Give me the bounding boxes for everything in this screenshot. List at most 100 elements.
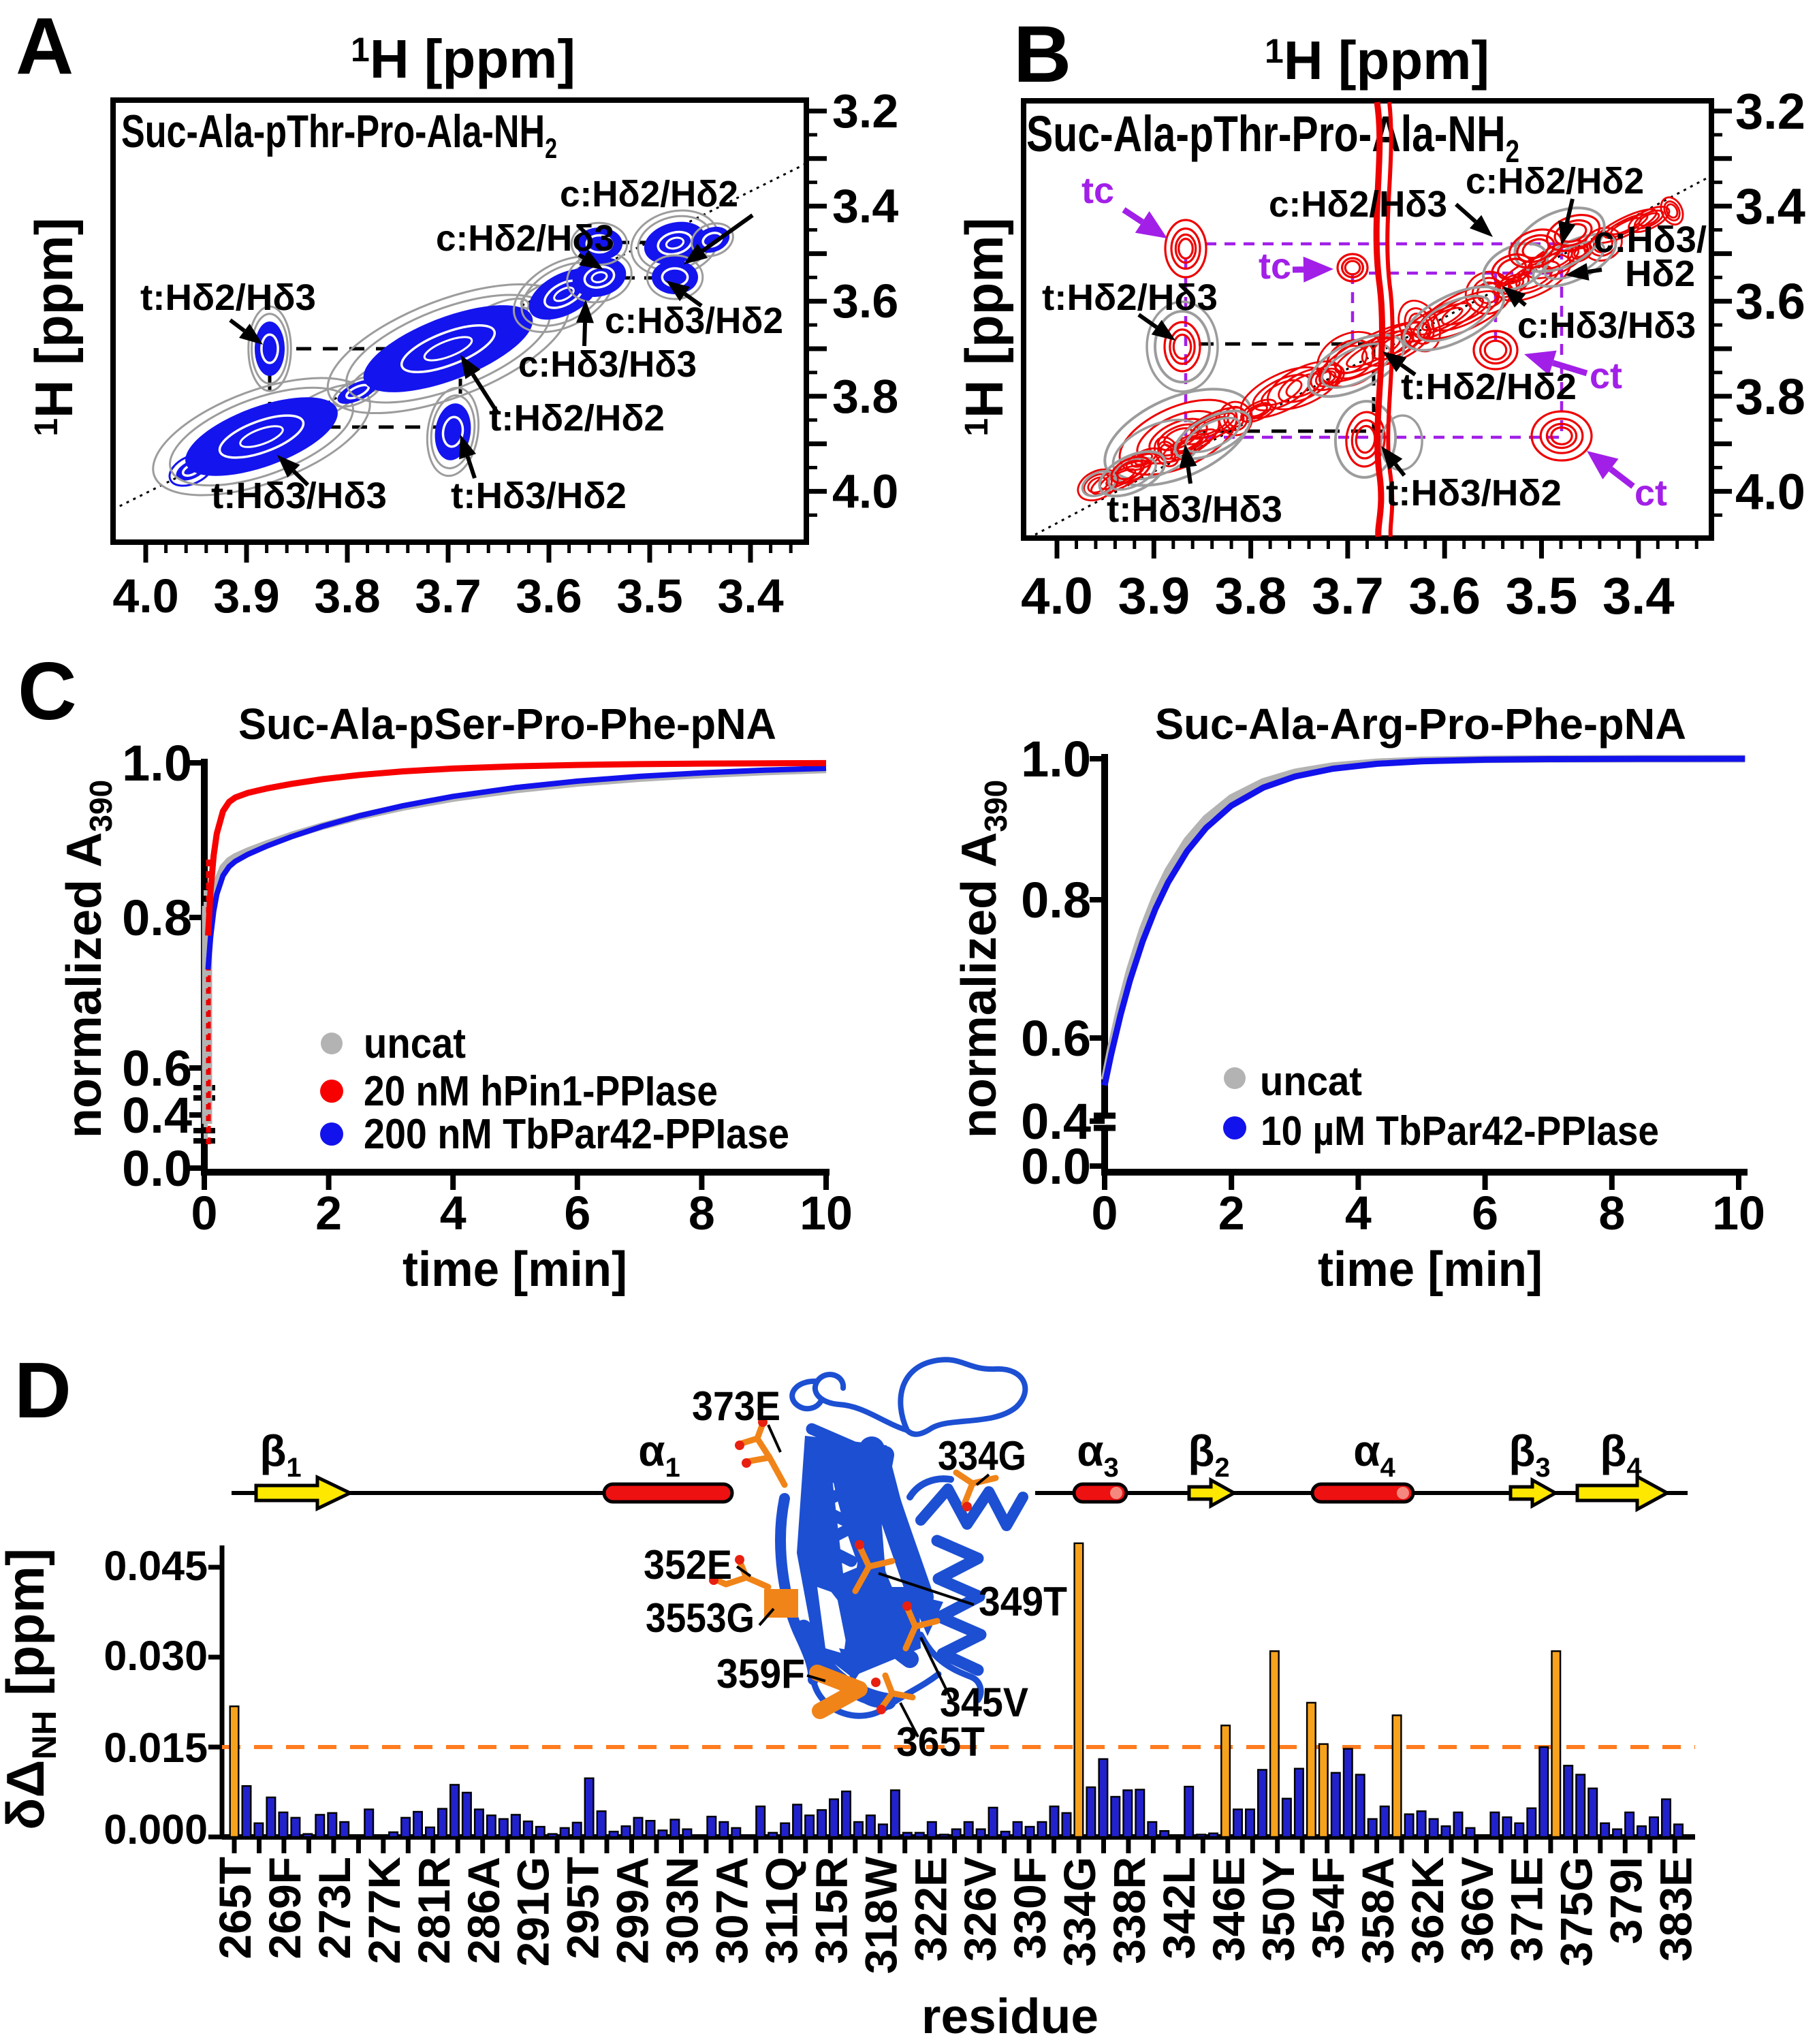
svg-text:299A: 299A xyxy=(607,1857,658,1964)
svg-text:291G: 291G xyxy=(508,1857,558,1966)
svg-text:t:Hδ3/Hδ3: t:Hδ3/Hδ3 xyxy=(211,475,387,516)
svg-text:0.8: 0.8 xyxy=(1021,872,1091,928)
svg-text:normalized A390: normalized A390 xyxy=(952,780,1013,1138)
svg-text:t:Hδ3/Hδ3: t:Hδ3/Hδ3 xyxy=(1107,489,1282,530)
svg-text:δΔNH [ppm]: δΔNH [ppm] xyxy=(0,1548,63,1830)
svg-text:10 µM TbPar42-PPIase: 10 µM TbPar42-PPIase xyxy=(1261,1108,1659,1154)
svg-text:uncat: uncat xyxy=(364,1020,466,1067)
svg-text:3.9: 3.9 xyxy=(1118,567,1190,625)
svg-text:366V: 366V xyxy=(1452,1857,1502,1962)
svg-text:20 nM hPin1-PPIase: 20 nM hPin1-PPIase xyxy=(364,1068,718,1115)
svg-text:c:Hδ3/Hδ2: c:Hδ3/Hδ2 xyxy=(605,300,783,341)
svg-text:t:Hδ2/Hδ3: t:Hδ2/Hδ3 xyxy=(140,277,316,318)
svg-text:0.6: 0.6 xyxy=(122,1040,192,1097)
svg-text:4.0: 4.0 xyxy=(832,465,898,518)
svg-text:c:Hδ2/Hδ2: c:Hδ2/Hδ2 xyxy=(1466,161,1644,202)
svg-text:3.5: 3.5 xyxy=(1506,567,1578,625)
svg-text:3.8: 3.8 xyxy=(314,569,380,623)
svg-text:3.6: 3.6 xyxy=(832,274,898,328)
svg-text:Suc-Ala-Arg-Pro-Phe-pNA: Suc-Ala-Arg-Pro-Phe-pNA xyxy=(1155,699,1686,749)
svg-text:time [min]: time [min] xyxy=(402,1242,627,1297)
svg-text:349T: 349T xyxy=(979,1579,1067,1624)
svg-text:t:Hδ2/Hδ2: t:Hδ2/Hδ2 xyxy=(489,398,665,439)
svg-text:c:Hδ2/Hδ3: c:Hδ2/Hδ3 xyxy=(1269,184,1447,225)
svg-text:0.4: 0.4 xyxy=(1021,1093,1091,1150)
svg-text:375G: 375G xyxy=(1551,1857,1602,1966)
svg-text:D: D xyxy=(14,1346,72,1434)
svg-text:281R: 281R xyxy=(409,1857,459,1964)
svg-text:345V: 345V xyxy=(940,1680,1028,1725)
svg-text:c:Hδ3/Hδ3: c:Hδ3/Hδ3 xyxy=(1517,305,1696,346)
svg-text:334G: 334G xyxy=(938,1433,1026,1479)
svg-text:354F: 354F xyxy=(1303,1857,1353,1959)
svg-text:10: 10 xyxy=(1712,1186,1765,1240)
svg-text:373E: 373E xyxy=(692,1383,780,1429)
svg-text:371E: 371E xyxy=(1502,1857,1552,1962)
svg-text:0.4: 0.4 xyxy=(122,1087,192,1144)
svg-text:8: 8 xyxy=(689,1186,715,1240)
svg-text:3.8: 3.8 xyxy=(1735,368,1805,425)
svg-text:2: 2 xyxy=(315,1186,342,1240)
svg-text:307A: 307A xyxy=(707,1857,757,1964)
svg-text:269F: 269F xyxy=(259,1857,310,1959)
svg-text:3553G: 3553G xyxy=(646,1595,755,1641)
svg-text:352E: 352E xyxy=(644,1542,732,1588)
svg-text:0: 0 xyxy=(191,1186,218,1240)
svg-text:2: 2 xyxy=(1218,1186,1245,1240)
svg-text:Suc-Ala-pThr-Pro-Ala-NH2: Suc-Ala-pThr-Pro-Ala-NH2 xyxy=(121,106,557,164)
svg-text:3.4: 3.4 xyxy=(1602,567,1675,625)
svg-text:350Y: 350Y xyxy=(1253,1857,1304,1962)
svg-text:0.030: 0.030 xyxy=(104,1633,208,1679)
svg-text:4.0: 4.0 xyxy=(1735,463,1805,520)
svg-text:286A: 286A xyxy=(458,1857,509,1964)
svg-text:3.6: 3.6 xyxy=(516,569,582,623)
svg-text:1H [ppm]: 1H [ppm] xyxy=(24,217,84,436)
svg-text:c:Hδ3/Hδ3: c:Hδ3/Hδ3 xyxy=(518,344,697,385)
svg-text:10: 10 xyxy=(800,1186,853,1240)
svg-text:3.8: 3.8 xyxy=(1215,567,1287,625)
svg-text:1H [ppm]: 1H [ppm] xyxy=(954,217,1014,436)
svg-text:0: 0 xyxy=(1092,1186,1118,1240)
svg-text:379I: 379I xyxy=(1601,1857,1652,1944)
svg-text:4: 4 xyxy=(1345,1186,1372,1240)
svg-text:α1: α1 xyxy=(638,1426,680,1483)
svg-text:t:Hδ2/Hδ3: t:Hδ2/Hδ3 xyxy=(1042,277,1218,318)
svg-text:residue: residue xyxy=(921,1990,1099,2044)
svg-text:8: 8 xyxy=(1598,1186,1625,1240)
svg-text:3.4: 3.4 xyxy=(832,180,898,233)
svg-text:365T: 365T xyxy=(896,1719,985,1765)
svg-text:t:Hδ3/Hδ2: t:Hδ3/Hδ2 xyxy=(451,475,627,516)
svg-text:3.8: 3.8 xyxy=(832,370,898,423)
svg-text:Suc-Ala-pSer-Pro-Phe-pNA: Suc-Ala-pSer-Pro-Phe-pNA xyxy=(238,699,776,749)
svg-text:0.6: 0.6 xyxy=(1021,1010,1091,1067)
svg-text:B: B xyxy=(1013,10,1071,99)
svg-text:β2: β2 xyxy=(1188,1426,1229,1483)
svg-text:4.0: 4.0 xyxy=(112,569,178,623)
svg-text:4.0: 4.0 xyxy=(1021,567,1093,625)
svg-text:303N: 303N xyxy=(657,1857,708,1964)
svg-text:c:Hδ2/Hδ3: c:Hδ2/Hδ3 xyxy=(436,218,614,259)
svg-text:359F: 359F xyxy=(716,1651,805,1697)
svg-text:3.4: 3.4 xyxy=(1735,178,1805,235)
svg-text:t:Hδ2/Hδ2: t:Hδ2/Hδ2 xyxy=(1401,366,1577,407)
svg-text:0.000: 0.000 xyxy=(104,1806,208,1853)
svg-text:β4: β4 xyxy=(1600,1426,1642,1483)
svg-text:0.045: 0.045 xyxy=(104,1543,208,1589)
svg-text:normalized A390: normalized A390 xyxy=(57,780,118,1138)
svg-text:1H [ppm]: 1H [ppm] xyxy=(1265,30,1489,91)
svg-text:273L: 273L xyxy=(309,1857,360,1959)
svg-text:330F: 330F xyxy=(1005,1857,1055,1959)
svg-text:C: C xyxy=(18,646,77,737)
svg-text:3.6: 3.6 xyxy=(1408,567,1481,625)
svg-text:Hδ2: Hδ2 xyxy=(1625,253,1695,294)
svg-text:362K: 362K xyxy=(1402,1857,1453,1964)
svg-text:3.2: 3.2 xyxy=(832,84,898,138)
svg-text:A: A xyxy=(16,1,74,91)
svg-text:338R: 338R xyxy=(1104,1857,1154,1964)
svg-text:Suc-Ala-pThr-Pro-Ala-NH2: Suc-Ala-pThr-Pro-Ala-NH2 xyxy=(1026,106,1519,169)
svg-text:3.6: 3.6 xyxy=(1735,273,1805,330)
svg-text:334G: 334G xyxy=(1054,1857,1105,1966)
svg-text:c:Hδ3/: c:Hδ3/ xyxy=(1594,219,1707,260)
svg-text:1.0: 1.0 xyxy=(1021,731,1091,787)
svg-text:322E: 322E xyxy=(905,1857,955,1962)
